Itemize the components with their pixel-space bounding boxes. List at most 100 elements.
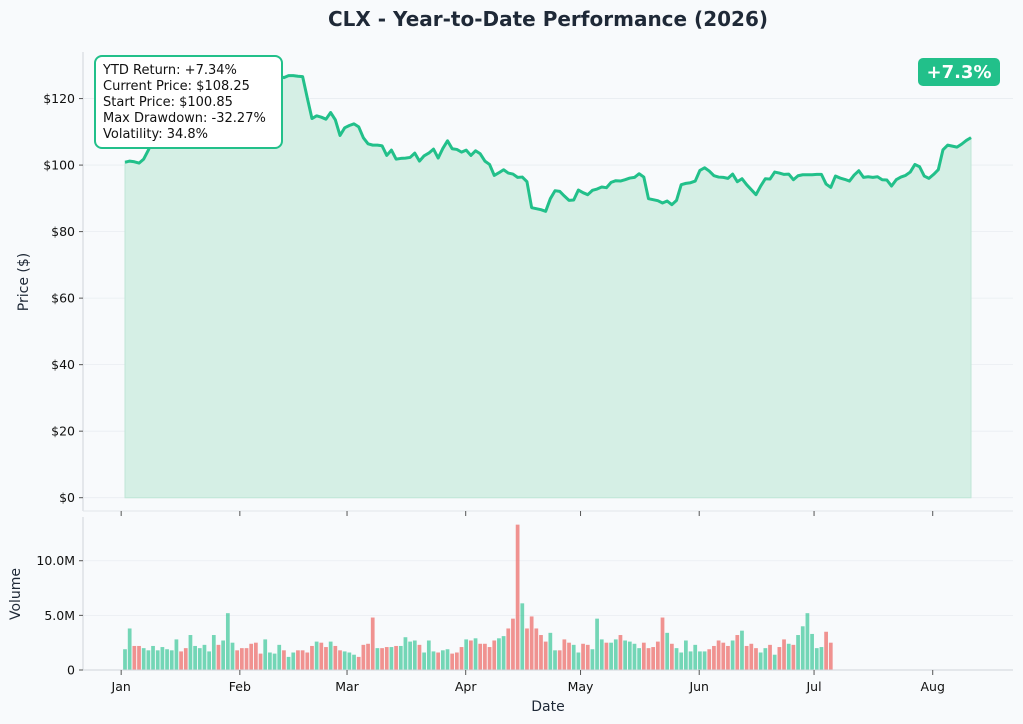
price-y-tick-label: $120 bbox=[43, 91, 75, 106]
volume-bar bbox=[805, 613, 810, 670]
volume-bar bbox=[211, 635, 216, 670]
volume-bar bbox=[585, 644, 590, 670]
volume-bar bbox=[478, 643, 483, 670]
volume-bar bbox=[197, 648, 202, 670]
volume-bar bbox=[263, 639, 268, 670]
volume-bar bbox=[623, 640, 627, 670]
volume-bar bbox=[749, 643, 754, 670]
volume-bar bbox=[426, 640, 431, 670]
volume-bar bbox=[525, 628, 529, 670]
x-tick-label: Mar bbox=[335, 679, 359, 694]
volume-bar bbox=[258, 653, 263, 670]
volume-bar bbox=[384, 647, 389, 670]
volume-bar bbox=[548, 632, 553, 670]
volume-bar bbox=[352, 654, 356, 670]
x-tick-label: Jun bbox=[688, 679, 709, 694]
volume-bar bbox=[506, 628, 511, 670]
x-tick-label: May bbox=[568, 679, 594, 694]
volume-bar bbox=[366, 643, 370, 670]
volume-bar bbox=[786, 643, 791, 670]
volume-bar bbox=[132, 645, 137, 670]
volume-bar bbox=[763, 648, 768, 670]
volume-bar bbox=[824, 631, 828, 670]
volume-bar bbox=[688, 651, 693, 670]
volume-bar bbox=[557, 650, 562, 670]
volume-bar bbox=[473, 638, 478, 670]
volume-bar bbox=[740, 630, 744, 670]
volume-bar bbox=[581, 643, 585, 670]
volume-bar bbox=[641, 642, 646, 670]
volume-bar bbox=[660, 617, 665, 670]
volume-bar bbox=[155, 650, 160, 670]
volume-bar bbox=[160, 647, 165, 670]
volume-bar bbox=[716, 640, 721, 670]
volume-bar bbox=[810, 633, 814, 670]
volume-bar bbox=[735, 635, 740, 670]
volume-bar bbox=[422, 652, 427, 670]
volume-bar bbox=[590, 649, 595, 670]
price-y-tick-label: $0 bbox=[59, 490, 75, 505]
stats-box-frame bbox=[94, 55, 283, 149]
volume-bar bbox=[127, 628, 132, 670]
volume-bar bbox=[772, 654, 777, 670]
volume-bar bbox=[319, 642, 324, 670]
volume-bar bbox=[627, 641, 632, 670]
volume-bar bbox=[454, 652, 459, 670]
volume-bar bbox=[225, 613, 230, 670]
price-y-tick-label: $20 bbox=[51, 424, 75, 439]
volume-bar bbox=[436, 652, 441, 670]
volume-bar bbox=[595, 618, 599, 670]
volume-bar bbox=[254, 642, 258, 670]
volume-bar bbox=[286, 656, 291, 670]
volume-bars bbox=[123, 524, 833, 670]
volume-bar bbox=[417, 644, 422, 670]
volume-bar bbox=[440, 650, 445, 670]
volume-bar bbox=[469, 640, 473, 670]
volume-bar bbox=[828, 642, 833, 670]
volume-bar bbox=[814, 648, 819, 670]
stat-ytd-return: YTD Return: +7.34% bbox=[102, 63, 237, 78]
volume-bar bbox=[744, 645, 749, 670]
volume-bar bbox=[314, 641, 319, 670]
volume-bar bbox=[613, 639, 618, 670]
price-panel: $0 $20 $40 $60 $80 $100 $120 Price ($) bbox=[16, 52, 1013, 516]
volume-bar bbox=[655, 641, 660, 670]
volume-bar bbox=[174, 639, 179, 670]
x-tick-label: Feb bbox=[229, 679, 251, 694]
volume-bar bbox=[291, 652, 296, 670]
volume-bar bbox=[758, 652, 763, 670]
price-y-axis-label: Price ($) bbox=[16, 253, 32, 311]
volume-bar bbox=[431, 651, 436, 670]
volume-bar bbox=[487, 647, 492, 670]
volume-bar bbox=[277, 644, 282, 670]
volume-bar bbox=[520, 603, 525, 670]
volume-bar bbox=[141, 648, 146, 670]
stat-max-drawdown: Max Drawdown: -32.27% bbox=[103, 111, 266, 126]
volume-bar bbox=[244, 648, 249, 670]
volume-bar bbox=[599, 639, 604, 670]
volume-bar bbox=[328, 641, 333, 670]
volume-bar bbox=[796, 635, 800, 670]
volume-bar bbox=[408, 641, 412, 670]
volume-bar bbox=[230, 642, 235, 670]
volume-bar bbox=[651, 647, 656, 670]
volume-x-ticks: Jan Feb Mar Apr May Jun Jul Aug bbox=[111, 670, 945, 694]
volume-bar bbox=[768, 644, 772, 670]
volume-bar bbox=[702, 651, 707, 670]
volume-bar bbox=[669, 643, 674, 670]
volume-bar bbox=[347, 652, 352, 670]
volume-bar bbox=[179, 651, 183, 670]
stat-current-price: Current Price: $108.25 bbox=[103, 79, 250, 94]
volume-y-tick-label: 10.0M bbox=[36, 553, 75, 568]
volume-bar bbox=[534, 628, 539, 670]
x-tick-label: Aug bbox=[921, 679, 945, 694]
volume-bar bbox=[188, 635, 193, 670]
volume-bar bbox=[459, 647, 464, 670]
volume-bar bbox=[679, 652, 684, 670]
volume-bar bbox=[754, 648, 758, 670]
return-badge: +7.3% bbox=[918, 58, 1000, 86]
x-tick-label: Jan bbox=[111, 679, 131, 694]
price-y-tick-label: $40 bbox=[51, 357, 75, 372]
volume-bar bbox=[576, 652, 581, 670]
